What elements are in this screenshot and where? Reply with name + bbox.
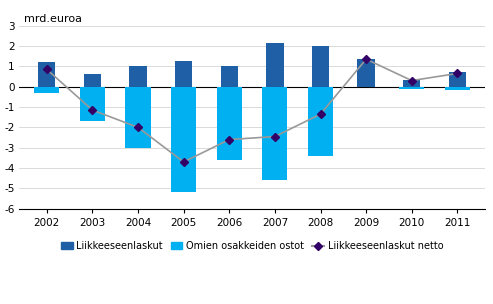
Bar [399,87,424,89]
Bar [449,72,466,87]
Bar [84,74,101,87]
Bar [129,66,147,87]
Bar [312,46,329,87]
Bar [308,87,333,156]
Bar [266,43,283,87]
Bar [171,87,196,192]
Bar [175,61,192,87]
Bar [357,59,375,87]
Legend: Liikkeeseenlaskut, Omien osakkeiden ostot, Liikkeeseenlaskut netto: Liikkeeseenlaskut, Omien osakkeiden osto… [57,237,447,255]
Bar [80,87,105,121]
Bar [34,87,59,93]
Bar [262,87,287,180]
Bar [38,62,55,87]
Text: mrd.euroa: mrd.euroa [24,14,82,24]
Bar [445,87,470,90]
Bar [220,66,238,87]
Bar [403,80,421,87]
Bar [126,87,150,148]
Bar [217,87,242,160]
